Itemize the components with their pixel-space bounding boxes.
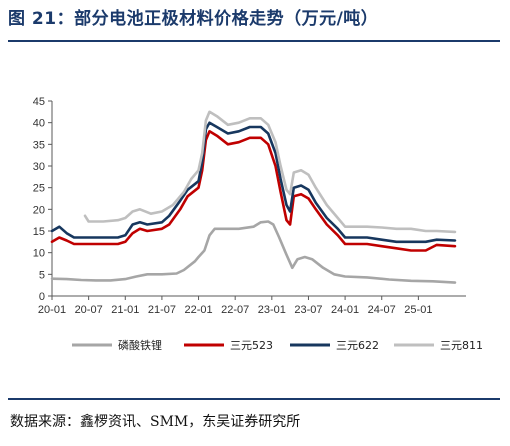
y-tick-label: 5	[39, 269, 45, 281]
x-tick-label: 22-07	[221, 304, 249, 316]
series-line-三元523	[50, 130, 457, 252]
x-tick-label: 24-01	[331, 304, 359, 316]
data-source-note: 数据来源：鑫椤资讯、SMM，东吴证券研究所	[10, 414, 301, 430]
y-tick-label: 0	[39, 291, 45, 303]
y-tick-label: 10	[33, 248, 45, 260]
y-tick-label: 45	[33, 96, 45, 108]
series-line-三元622	[50, 121, 457, 244]
chart-axes: 0 5 10 15 20 25 30 35 40 45 20-01 20-07 21-01 21-07 22…	[33, 96, 466, 316]
y-tick-label: 20	[33, 204, 45, 216]
legend-label: 三元622	[336, 339, 379, 352]
x-tick-label: 22-01	[184, 304, 212, 316]
figure-title: 图 21：部分电池正极材料价格走势（万元/吨）	[8, 9, 379, 29]
chart-legend: 磷酸铁锂 三元523 三元622 三元811	[72, 338, 483, 352]
title-rule	[8, 40, 500, 42]
chart-series-lines	[50, 110, 457, 284]
x-tick-label: 23-07	[294, 304, 322, 316]
legend-label: 三元523	[230, 339, 273, 352]
y-tick-label: 35	[33, 139, 45, 151]
x-tick-label: 20-07	[75, 304, 103, 316]
price-line-chart: 0 5 10 15 20 25 30 35 40 45 20-01 20-07 21-01 21-07 22…	[33, 96, 483, 352]
x-tick-label: 21-07	[148, 304, 176, 316]
y-tick-label: 30	[33, 161, 45, 173]
x-tick-label: 23-01	[258, 304, 286, 316]
legend-label: 磷酸铁锂	[118, 338, 162, 352]
series-line-三元811	[83, 110, 457, 234]
source-rule	[8, 398, 500, 400]
y-tick-label: 25	[33, 183, 45, 195]
series-line-磷酸铁锂	[50, 220, 457, 284]
x-tick-label: 25-01	[404, 304, 432, 316]
x-tick-label: 21-01	[111, 304, 139, 316]
legend-label: 三元811	[440, 339, 483, 352]
x-tick-label: 20-01	[38, 304, 66, 316]
x-tick-label: 24-07	[368, 304, 396, 316]
y-tick-label: 40	[33, 118, 45, 130]
y-tick-label: 15	[33, 226, 45, 238]
